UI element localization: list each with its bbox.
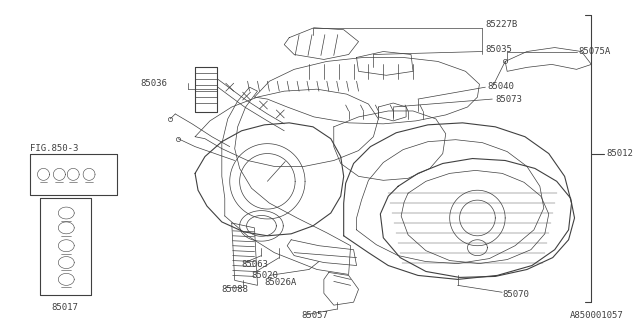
Text: 85070: 85070 <box>502 290 529 299</box>
Text: A850001057: A850001057 <box>570 310 624 320</box>
Text: 85063: 85063 <box>242 260 269 269</box>
Text: 85073: 85073 <box>495 95 522 104</box>
Text: 85035: 85035 <box>485 45 512 54</box>
Text: 85017: 85017 <box>52 303 79 312</box>
Text: 85227B: 85227B <box>485 20 518 29</box>
Text: 85075A: 85075A <box>579 47 611 56</box>
Text: 85036: 85036 <box>141 79 168 88</box>
Text: 85088: 85088 <box>222 285 249 294</box>
Text: 85012: 85012 <box>606 149 633 158</box>
Text: 85020: 85020 <box>252 271 278 280</box>
Text: 85026A: 85026A <box>264 278 297 287</box>
Text: FIG.850-3: FIG.850-3 <box>29 144 78 153</box>
Text: 85040: 85040 <box>487 82 514 91</box>
Text: 85057: 85057 <box>301 310 328 320</box>
